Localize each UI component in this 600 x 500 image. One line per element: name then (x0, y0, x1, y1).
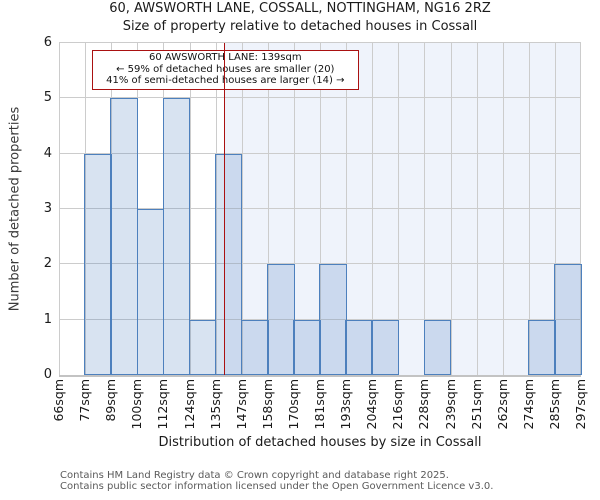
footer-line-1: Contains HM Land Registry data © Crown c… (60, 470, 449, 481)
grid-line-horizontal (59, 42, 581, 43)
histogram-bar (214, 153, 243, 375)
footer: Contains HM Land Registry data © Crown c… (60, 470, 493, 492)
y-tick-label: 2 (43, 256, 52, 272)
y-tick-label: 0 (43, 367, 52, 382)
grid-line-vertical (503, 43, 504, 375)
grid-line-vertical (372, 43, 373, 375)
grid-line-horizontal (59, 152, 581, 154)
grid-line-vertical (216, 43, 217, 375)
x-tick-label: 274sqm (520, 379, 536, 430)
y-tick-label: 5 (43, 90, 52, 106)
grid-line-vertical (59, 43, 60, 375)
grid-line-horizontal (59, 97, 581, 99)
grid-line-vertical (580, 43, 581, 375)
grid-line-vertical (555, 43, 556, 375)
histogram-bar (554, 264, 582, 375)
grid-line-vertical (477, 43, 478, 375)
grid-line-vertical (424, 43, 425, 375)
grid-line-vertical (190, 43, 191, 375)
x-tick-label: 158sqm (259, 379, 275, 430)
x-tick-label: 89sqm (103, 379, 119, 422)
chart-title: 60, AWSWORTH LANE, COSSALL, NOTTINGHAM, … (109, 1, 491, 16)
x-tick-label: 66sqm (51, 379, 66, 422)
histogram-bar (110, 98, 139, 375)
x-tick-label: 285sqm (546, 379, 562, 430)
grid-line-vertical (320, 43, 321, 375)
x-tick-label: 170sqm (285, 379, 301, 430)
histogram-bar (267, 264, 295, 375)
histogram-bar (319, 264, 347, 375)
x-tick-label: 112sqm (155, 379, 171, 430)
grid-line-vertical (398, 43, 399, 375)
grid-line-vertical (451, 43, 452, 375)
annotation-line-1: 60 AWSWORTH LANE: 139sqm (149, 52, 302, 63)
histogram-bar (423, 319, 452, 375)
x-tick-label: 193sqm (338, 379, 354, 430)
x-tick-label: 216sqm (390, 379, 406, 430)
annotation-box: 60 AWSWORTH LANE: 139sqm ← 59% of detach… (91, 50, 359, 90)
x-tick-label: 147sqm (233, 379, 249, 430)
x-tick-label: 204sqm (364, 379, 380, 430)
footer-line-2: Contains public sector information licen… (60, 481, 494, 492)
histogram-bar (293, 319, 321, 375)
x-tick-label: 124sqm (181, 379, 197, 430)
histogram-bar (528, 319, 556, 375)
grid-line-vertical (85, 43, 86, 375)
histogram-bar (136, 209, 165, 375)
grid-line-vertical (346, 43, 347, 375)
histogram-bar (345, 319, 373, 375)
shaded-region-larger (224, 43, 581, 375)
property-size-marker-line (223, 43, 226, 375)
histogram-bar (84, 153, 112, 375)
x-tick-label: 297sqm (573, 379, 588, 430)
annotation-line-3: 41% of semi-detached houses are larger (… (106, 75, 345, 86)
y-axis-title: Number of detached properties (7, 106, 23, 312)
chart-subtitle: Size of property relative to detached ho… (122, 19, 478, 34)
y-tick-label: 6 (43, 35, 52, 50)
y-tick-label: 4 (43, 145, 52, 161)
histogram-bar (188, 319, 217, 375)
grid-line-horizontal (59, 263, 581, 265)
x-axis-title: Distribution of detached houses by size … (158, 435, 482, 450)
histogram-bar (162, 98, 191, 375)
x-tick-label: 77sqm (77, 379, 93, 422)
y-tick-label: 3 (43, 201, 52, 216)
grid-line-horizontal (59, 208, 581, 209)
y-tick-label: 1 (43, 311, 52, 327)
histogram-bar (240, 319, 269, 375)
plot-area: 60 AWSWORTH LANE: 139sqm ← 59% of detach… (59, 42, 582, 377)
x-axis-line (59, 375, 581, 377)
annotation-line-2: ← 59% of detached houses are smaller (20… (116, 63, 335, 75)
x-tick-label: 251sqm (468, 379, 484, 430)
grid-line-vertical (294, 43, 295, 375)
x-tick-label: 228sqm (416, 379, 432, 430)
x-tick-label: 262sqm (494, 379, 510, 430)
grid-line-vertical (268, 43, 269, 375)
x-tick-label: 135sqm (207, 379, 223, 430)
x-tick-label: 239sqm (442, 379, 458, 430)
x-tick-label: 100sqm (129, 379, 145, 430)
grid-line-vertical (529, 43, 530, 375)
histogram-bar (371, 319, 400, 375)
grid-line-vertical (242, 43, 243, 375)
x-tick-label: 181sqm (312, 379, 327, 430)
